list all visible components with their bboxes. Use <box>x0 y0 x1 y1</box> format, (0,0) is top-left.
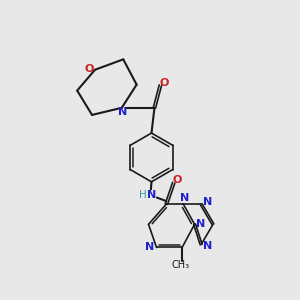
Text: O: O <box>85 64 94 74</box>
Text: N: N <box>203 197 212 207</box>
Text: N: N <box>196 219 206 229</box>
Text: N: N <box>118 107 127 117</box>
Text: N: N <box>180 193 189 203</box>
Text: O: O <box>173 175 182 185</box>
Text: H: H <box>139 190 146 200</box>
Text: O: O <box>159 78 169 88</box>
Text: N: N <box>148 190 157 200</box>
Text: N: N <box>146 242 154 252</box>
Text: N: N <box>203 241 212 251</box>
Text: CH₃: CH₃ <box>172 260 190 270</box>
